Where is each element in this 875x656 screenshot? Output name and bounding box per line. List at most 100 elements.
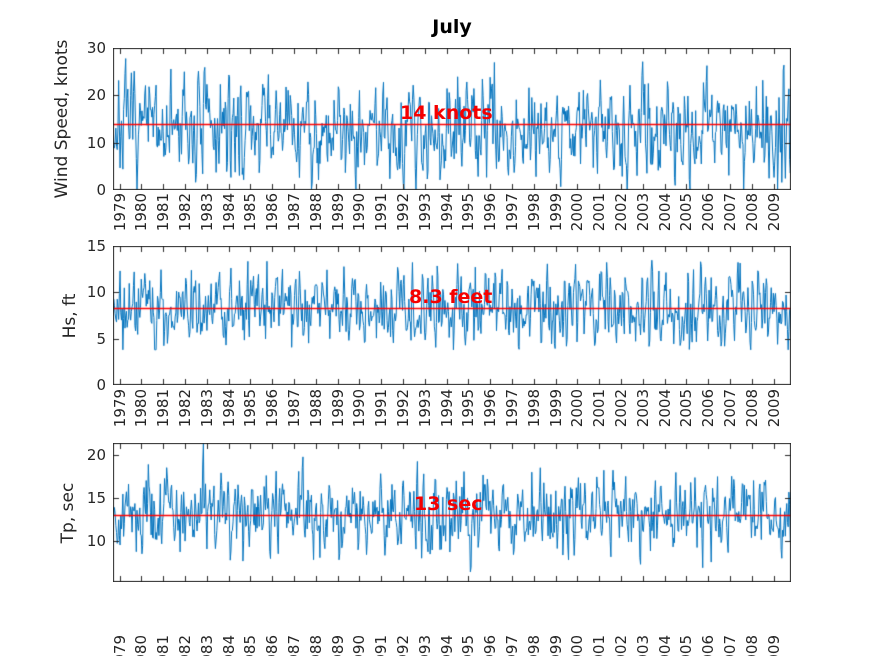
x-tick-label: 1991	[372, 389, 390, 428]
x-tick-label: 1980	[132, 635, 150, 656]
x-tick-label: 1998	[525, 635, 543, 656]
x-tick-label: 1987	[285, 193, 303, 232]
x-tick-label: 1993	[416, 635, 434, 656]
y-tick-label: 10	[86, 283, 106, 301]
x-tick-label: 2007	[721, 193, 739, 232]
x-tick-label: 1996	[481, 193, 499, 232]
y-tick-label: 15	[86, 489, 106, 507]
x-tick-label: 2009	[765, 635, 783, 656]
x-tick-label: 1982	[176, 635, 194, 656]
wave-height-plot-canvas	[113, 246, 791, 385]
peak-period-ref-annotation: 13 sec	[414, 493, 483, 515]
x-tick-label: 2006	[699, 635, 717, 656]
x-tick-label: 2005	[677, 389, 695, 428]
x-tick-label: 1979	[111, 635, 129, 656]
x-tick-label: 1995	[459, 389, 477, 428]
peak-period-plot-canvas	[113, 443, 791, 582]
x-tick-label: 1992	[394, 635, 412, 656]
x-tick-label: 2004	[656, 635, 674, 656]
x-tick-label: 1984	[220, 389, 238, 428]
x-tick-label: 1996	[481, 389, 499, 428]
x-tick-label: 1981	[154, 389, 172, 428]
x-tick-label: 2004	[656, 193, 674, 232]
x-tick-label: 1997	[503, 635, 521, 656]
x-tick-label: 2003	[634, 389, 652, 428]
x-tick-label: 2008	[743, 389, 761, 428]
x-tick-label: 1979	[111, 193, 129, 232]
y-tick-label: 20	[86, 446, 106, 464]
x-tick-label: 1979	[111, 389, 129, 428]
x-tick-label: 1997	[503, 389, 521, 428]
x-tick-label: 2008	[743, 193, 761, 232]
peak-period-y-axis-label: Tp, sec	[58, 482, 78, 543]
x-tick-label: 2003	[634, 193, 652, 232]
x-tick-label: 1984	[220, 635, 238, 656]
x-tick-label: 1990	[350, 635, 368, 656]
x-tick-label: 2006	[699, 389, 717, 428]
x-tick-label: 2002	[612, 389, 630, 428]
x-tick-label: 1986	[263, 635, 281, 656]
y-tick-label: 30	[86, 39, 106, 57]
x-tick-label: 1985	[241, 193, 259, 232]
x-tick-label: 1988	[307, 193, 325, 232]
x-tick-label: 1989	[329, 635, 347, 656]
x-tick-label: 1990	[350, 193, 368, 232]
x-tick-label: 1989	[329, 389, 347, 428]
x-tick-label: 1982	[176, 193, 194, 232]
x-tick-label: 1994	[438, 389, 456, 428]
x-tick-label: 1983	[198, 389, 216, 428]
x-tick-label: 2002	[612, 635, 630, 656]
x-tick-label: 1982	[176, 389, 194, 428]
x-tick-label: 1999	[547, 635, 565, 656]
x-tick-label: 2001	[590, 389, 608, 428]
y-tick-label: 10	[86, 134, 106, 152]
x-tick-label: 1994	[438, 635, 456, 656]
x-tick-label: 2004	[656, 389, 674, 428]
x-tick-label: 1991	[372, 635, 390, 656]
x-tick-label: 1985	[241, 389, 259, 428]
x-tick-label: 1993	[416, 193, 434, 232]
x-tick-label: 1988	[307, 389, 325, 428]
x-tick-label: 2009	[765, 389, 783, 428]
x-tick-label: 1983	[198, 193, 216, 232]
x-tick-label: 2001	[590, 635, 608, 656]
x-tick-label: 1983	[198, 635, 216, 656]
figure-title: July	[432, 16, 472, 38]
x-tick-label: 1996	[481, 635, 499, 656]
x-tick-label: 2007	[721, 389, 739, 428]
x-tick-label: 1981	[154, 635, 172, 656]
x-tick-label: 2001	[590, 193, 608, 232]
x-tick-label: 1980	[132, 193, 150, 232]
x-tick-label: 1995	[459, 635, 477, 656]
y-tick-label: 0	[96, 376, 106, 394]
y-tick-label: 15	[86, 237, 106, 255]
x-tick-label: 1986	[263, 389, 281, 428]
wave-height-ref-annotation: 8.3 feet	[409, 286, 493, 308]
x-tick-label: 2002	[612, 193, 630, 232]
x-tick-label: 1980	[132, 389, 150, 428]
x-tick-label: 1998	[525, 193, 543, 232]
x-tick-label: 1985	[241, 635, 259, 656]
x-tick-label: 2008	[743, 635, 761, 656]
x-tick-label: 1988	[307, 635, 325, 656]
y-tick-label: 10	[86, 532, 106, 550]
x-tick-label: 1992	[394, 389, 412, 428]
wind-speed-plot-canvas	[113, 48, 791, 190]
x-tick-label: 1987	[285, 635, 303, 656]
y-tick-label: 5	[96, 330, 106, 348]
x-tick-label: 2009	[765, 193, 783, 232]
x-tick-label: 1995	[459, 193, 477, 232]
x-tick-label: 1990	[350, 389, 368, 428]
x-tick-label: 1991	[372, 193, 390, 232]
x-tick-label: 2007	[721, 635, 739, 656]
y-tick-label: 20	[86, 86, 106, 104]
x-tick-label: 1998	[525, 389, 543, 428]
x-tick-label: 2006	[699, 193, 717, 232]
y-tick-label: 0	[96, 181, 106, 199]
x-tick-label: 1993	[416, 389, 434, 428]
wind-speed-ref-annotation: 14 knots	[400, 102, 493, 124]
x-tick-label: 2000	[568, 193, 586, 232]
x-tick-label: 1999	[547, 193, 565, 232]
x-tick-label: 1981	[154, 193, 172, 232]
